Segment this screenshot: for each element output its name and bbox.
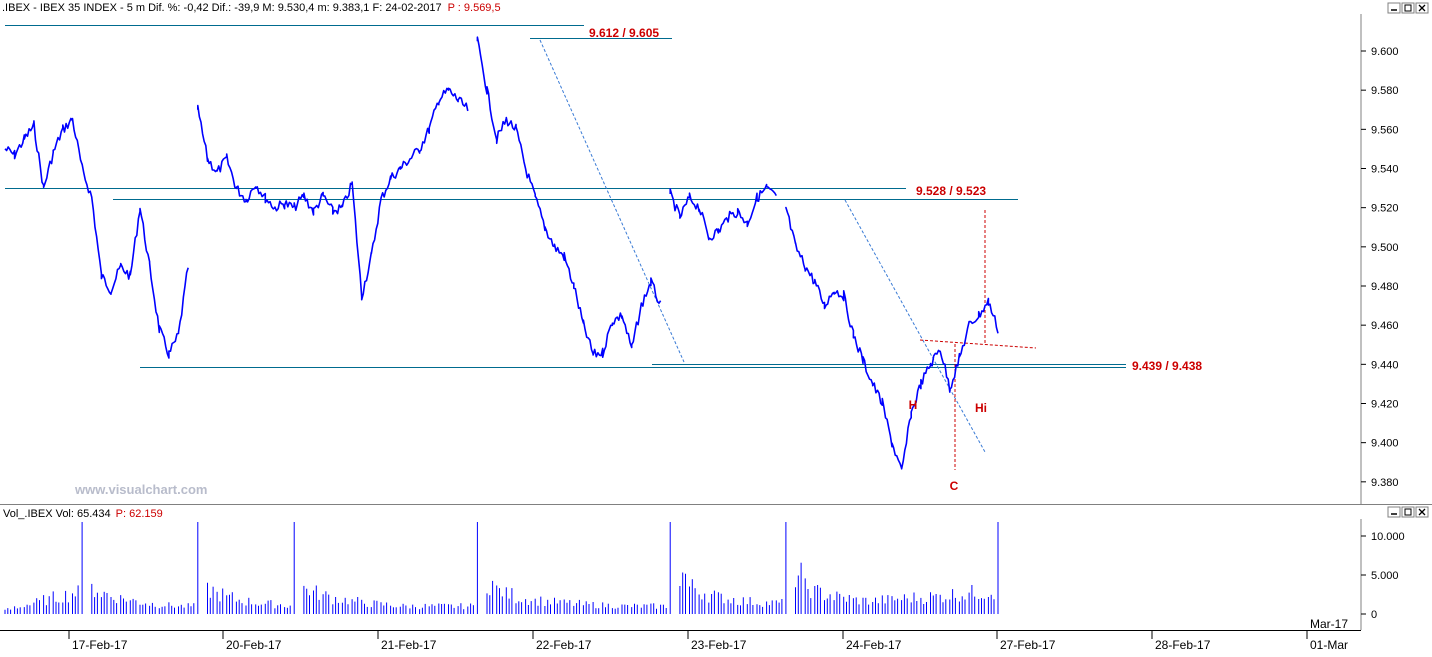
volume-window-buttons [1387, 506, 1429, 518]
price-axis-tick-label: 9.520 [1371, 203, 1399, 215]
volume-title: Vol_.IBEX Vol: 65.434 P: 62.159 [3, 508, 163, 520]
close-icon[interactable] [1415, 2, 1429, 14]
trend-line[interactable] [539, 39, 685, 363]
time-axis-tick-label: Mar-17 [1310, 617, 1348, 631]
level-label: 9.439 / 9.438 [1132, 359, 1202, 373]
time-axis-tick-label: 20-Feb-17 [226, 638, 282, 652]
price-axis: 9.380 9.400 9.420 9.440 9.460 9.480 9.500 9.520… [1361, 46, 1399, 489]
price-axis-tick-label: 9.460 [1371, 320, 1399, 332]
pattern-annotations: H Hi C [909, 398, 987, 493]
time-axis: 17-Feb-17 20-Feb-17 21-Feb-17 22-Feb-17 23-F… [68, 617, 1348, 652]
price-title-bar [0, 0, 1361, 14]
trend-line[interactable] [844, 199, 986, 453]
support-resistance-levels: 9.612 / 9.605 9.528 / 9.523 9.439 / 9.438 [5, 25, 1202, 373]
price-series [4, 36, 999, 470]
volume-axis: 0 5.000 10.000 [1361, 531, 1405, 621]
volume-bars [4, 522, 999, 614]
time-axis-tick-label: 23-Feb-17 [691, 638, 747, 652]
price-axis-tick-label: 9.540 [1371, 163, 1399, 175]
volume-axis-tick-label: 10.000 [1371, 531, 1405, 543]
minimize-icon[interactable] [1387, 2, 1401, 14]
time-axis-tick-label: 24-Feb-17 [846, 638, 902, 652]
price-axis-tick-label: 9.440 [1371, 359, 1399, 371]
level-label: 9.528 / 9.523 [916, 184, 986, 198]
time-axis-tick-label: 28-Feb-17 [1155, 638, 1211, 652]
time-axis-tick-label: 01-Mar [1310, 638, 1348, 652]
time-axis-tick-label: 27-Feb-17 [1000, 638, 1056, 652]
price-axis-tick-label: 9.600 [1371, 46, 1399, 58]
restore-icon[interactable] [1401, 506, 1415, 518]
price-axis-tick-label: 9.500 [1371, 242, 1399, 254]
price-line[interactable] [4, 36, 999, 470]
price-title-last: P : 9.569,5 [448, 2, 501, 14]
time-axis-tick-label: 22-Feb-17 [536, 638, 592, 652]
restore-icon[interactable] [1401, 2, 1415, 14]
trend-lines [539, 39, 1037, 470]
trend-line[interactable] [919, 339, 1037, 349]
minimize-icon[interactable] [1387, 506, 1401, 518]
watermark: www.visualchart.com [74, 482, 207, 497]
pattern-label: Hi [975, 401, 987, 415]
volume-axis-tick-label: 0 [1371, 609, 1377, 621]
pattern-label: H [909, 398, 918, 412]
price-window-buttons [1387, 2, 1429, 14]
price-axis-tick-label: 9.380 [1371, 477, 1399, 489]
price-axis-tick-label: 9.560 [1371, 124, 1399, 136]
volume-title-prefix: Vol_.IBEX Vol: 65.434 [3, 508, 111, 520]
price-title-prefix: .IBEX - IBEX 35 INDEX - 5 m Dif. %: -0,4… [2, 2, 442, 14]
volume-axis-tick-label: 5.000 [1371, 570, 1399, 582]
level-label: 9.612 / 9.605 [589, 26, 659, 40]
price-axis-tick-label: 9.400 [1371, 438, 1399, 450]
price-axis-tick-label: 9.580 [1371, 85, 1399, 97]
volume-title-last: P: 62.159 [116, 508, 163, 520]
pattern-label: C [950, 479, 959, 493]
time-axis-tick-label: 21-Feb-17 [381, 638, 437, 652]
price-title: .IBEX - IBEX 35 INDEX - 5 m Dif. %: -0,4… [2, 2, 501, 14]
close-icon[interactable] [1415, 506, 1429, 518]
price-axis-tick-label: 9.480 [1371, 281, 1399, 293]
price-axis-tick-label: 9.420 [1371, 398, 1399, 410]
time-axis-tick-label: 17-Feb-17 [72, 638, 128, 652]
price-panel-area [0, 14, 1361, 504]
